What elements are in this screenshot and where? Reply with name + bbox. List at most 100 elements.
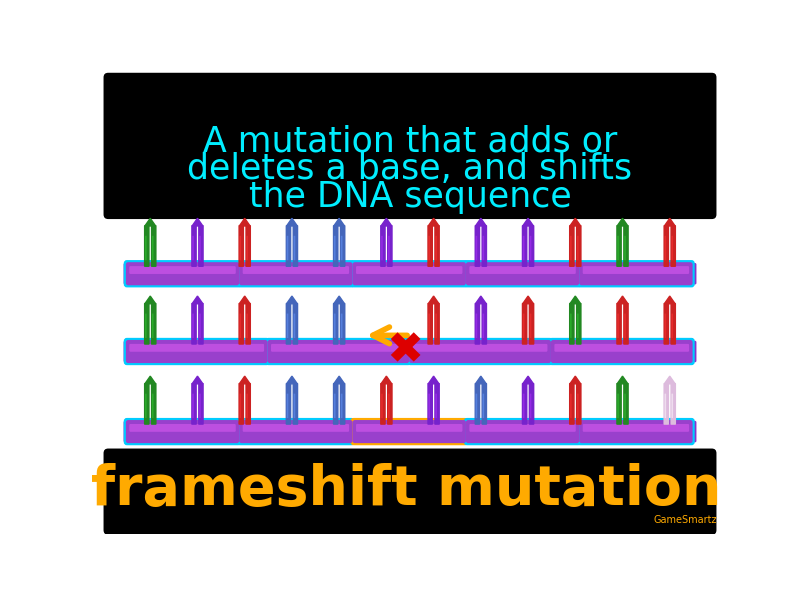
FancyBboxPatch shape [474,383,480,425]
FancyBboxPatch shape [267,340,410,363]
Polygon shape [239,296,250,304]
FancyBboxPatch shape [428,314,430,338]
Polygon shape [381,376,392,384]
FancyBboxPatch shape [428,236,430,260]
FancyBboxPatch shape [198,383,204,425]
FancyBboxPatch shape [577,236,578,260]
FancyBboxPatch shape [152,314,154,338]
FancyBboxPatch shape [294,314,295,338]
Polygon shape [475,296,486,304]
Text: GameSmartz: GameSmartz [654,515,718,525]
FancyBboxPatch shape [126,340,267,363]
Polygon shape [192,218,203,226]
FancyBboxPatch shape [144,225,150,267]
FancyBboxPatch shape [670,383,676,425]
Polygon shape [192,376,203,384]
Polygon shape [664,218,675,226]
FancyBboxPatch shape [665,394,666,418]
FancyBboxPatch shape [435,314,437,338]
FancyBboxPatch shape [582,266,689,274]
FancyBboxPatch shape [569,303,574,345]
Polygon shape [664,376,675,384]
FancyBboxPatch shape [482,236,484,260]
FancyBboxPatch shape [618,236,619,260]
Polygon shape [522,218,534,226]
FancyBboxPatch shape [577,394,578,418]
FancyBboxPatch shape [145,394,146,418]
FancyBboxPatch shape [333,383,338,425]
Polygon shape [239,376,250,384]
FancyBboxPatch shape [341,236,342,260]
FancyBboxPatch shape [293,225,298,267]
FancyBboxPatch shape [476,314,478,338]
FancyBboxPatch shape [340,303,346,345]
FancyBboxPatch shape [482,314,484,338]
FancyBboxPatch shape [466,262,579,285]
FancyBboxPatch shape [246,225,251,267]
FancyBboxPatch shape [670,225,676,267]
FancyBboxPatch shape [474,303,480,345]
Polygon shape [381,218,392,226]
FancyBboxPatch shape [381,236,382,260]
Polygon shape [286,376,298,384]
FancyBboxPatch shape [549,338,694,365]
Polygon shape [334,376,345,384]
FancyBboxPatch shape [569,225,574,267]
FancyBboxPatch shape [476,236,478,260]
Polygon shape [239,218,250,226]
Polygon shape [522,376,534,384]
FancyBboxPatch shape [246,236,248,260]
FancyBboxPatch shape [579,262,693,285]
FancyBboxPatch shape [569,383,574,425]
FancyBboxPatch shape [144,303,150,345]
FancyBboxPatch shape [286,394,288,418]
FancyBboxPatch shape [145,314,146,338]
Polygon shape [192,296,203,304]
FancyBboxPatch shape [616,225,622,267]
FancyBboxPatch shape [530,314,531,338]
FancyBboxPatch shape [198,303,204,345]
FancyBboxPatch shape [410,340,551,363]
Polygon shape [617,218,628,226]
FancyBboxPatch shape [381,394,382,418]
FancyBboxPatch shape [151,303,157,345]
FancyBboxPatch shape [341,394,342,418]
FancyBboxPatch shape [523,314,525,338]
FancyBboxPatch shape [522,303,527,345]
FancyBboxPatch shape [123,263,697,284]
FancyBboxPatch shape [350,260,468,287]
FancyBboxPatch shape [266,338,411,365]
FancyBboxPatch shape [103,449,717,535]
FancyBboxPatch shape [130,424,236,432]
FancyBboxPatch shape [341,314,342,338]
FancyBboxPatch shape [380,225,386,267]
FancyBboxPatch shape [199,394,201,418]
FancyBboxPatch shape [286,303,291,345]
FancyBboxPatch shape [434,383,440,425]
Polygon shape [570,376,581,384]
FancyBboxPatch shape [333,225,338,267]
FancyBboxPatch shape [271,344,406,352]
FancyBboxPatch shape [624,394,626,418]
FancyBboxPatch shape [529,303,534,345]
FancyBboxPatch shape [427,383,433,425]
FancyBboxPatch shape [474,225,480,267]
FancyBboxPatch shape [434,303,440,345]
FancyBboxPatch shape [388,236,390,260]
FancyBboxPatch shape [670,303,676,345]
FancyBboxPatch shape [530,236,531,260]
FancyBboxPatch shape [191,303,197,345]
FancyBboxPatch shape [387,383,393,425]
FancyBboxPatch shape [144,383,150,425]
FancyBboxPatch shape [151,225,157,267]
FancyBboxPatch shape [577,314,578,338]
Polygon shape [145,296,156,304]
Polygon shape [617,296,628,304]
FancyBboxPatch shape [145,236,146,260]
FancyBboxPatch shape [199,314,201,338]
FancyBboxPatch shape [388,394,390,418]
FancyBboxPatch shape [624,314,626,338]
FancyBboxPatch shape [665,314,666,338]
FancyBboxPatch shape [239,394,241,418]
Polygon shape [145,376,156,384]
